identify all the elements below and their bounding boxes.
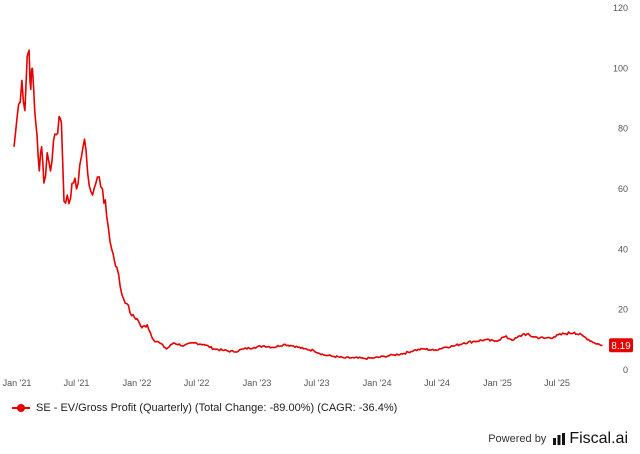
legend-label: SE - EV/Gross Profit (Quarterly) (Total … bbox=[36, 402, 398, 414]
last-value-label: 8.19 bbox=[611, 341, 631, 352]
legend-marker-icon bbox=[12, 404, 30, 412]
legend[interactable]: SE - EV/Gross Profit (Quarterly) (Total … bbox=[12, 402, 397, 414]
x-tick-label: Jul '25 bbox=[544, 378, 570, 388]
logo-text: Fiscal.ai bbox=[569, 430, 628, 447]
fiscal-ai-bars-icon bbox=[553, 433, 566, 445]
y-tick-label: 100 bbox=[613, 63, 628, 73]
x-tick-label: Jul '22 bbox=[184, 378, 210, 388]
chart-area: 0 20 40 60 80 100 120 Jan '21 Jul '21 Jan '22 Jul … bbox=[3, 3, 633, 388]
y-tick-label: 0 bbox=[623, 365, 628, 375]
x-tick-label: Jan '25 bbox=[483, 378, 512, 388]
last-value-badge bbox=[609, 338, 633, 353]
x-tick-label: Jul '24 bbox=[424, 378, 450, 388]
x-tick-label: Jan '21 bbox=[3, 378, 32, 388]
series-line bbox=[13, 49, 603, 361]
branding: Powered by Fiscal.ai bbox=[488, 430, 628, 448]
powered-by-text: Powered by bbox=[488, 433, 547, 445]
y-tick-label: 40 bbox=[618, 244, 628, 254]
x-tick-label: Jul '23 bbox=[304, 378, 330, 388]
x-tick-label: Jan '24 bbox=[363, 378, 392, 388]
y-tick-label: 120 bbox=[613, 3, 628, 13]
y-tick-label: 80 bbox=[618, 124, 628, 134]
fiscal-ai-logo[interactable]: Fiscal.ai bbox=[552, 430, 628, 448]
x-tick-label: Jan '23 bbox=[243, 378, 272, 388]
y-tick-label: 20 bbox=[618, 305, 628, 315]
x-tick-label: Jan '22 bbox=[123, 378, 152, 388]
x-tick-label: Jul '21 bbox=[64, 378, 90, 388]
y-tick-label: 60 bbox=[618, 184, 628, 194]
